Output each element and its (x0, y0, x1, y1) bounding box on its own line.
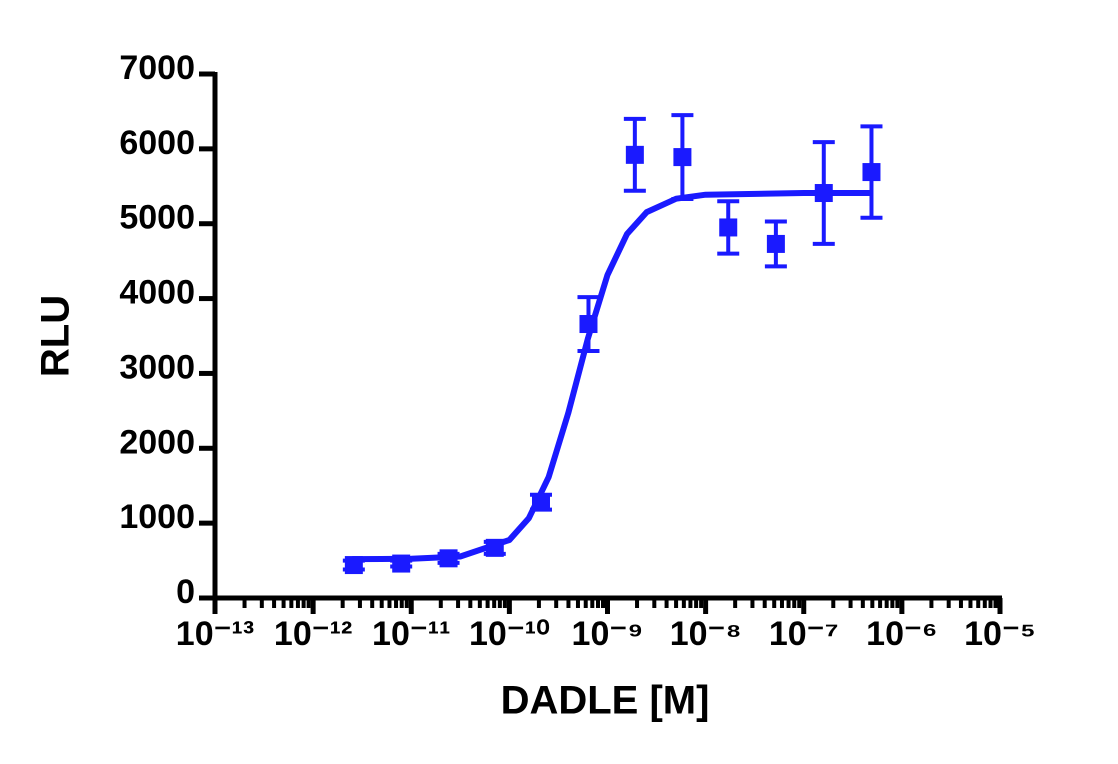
x-tick-label: 10⁻⁸ (670, 615, 742, 653)
y-tick-label: 5000 (119, 199, 195, 237)
fit-curve (352, 190, 873, 563)
y-tick-label: 0 (176, 573, 195, 611)
data-point (344, 556, 363, 575)
data-point (719, 218, 738, 237)
y-tick-label: 1000 (119, 498, 195, 536)
data-point (625, 145, 644, 164)
data-point (392, 554, 411, 573)
y-tick-label: 2000 (119, 423, 195, 461)
x-tick-label: 10⁻⁵ (964, 615, 1036, 653)
y-tick-label: 6000 (119, 124, 195, 162)
data-point (485, 538, 504, 557)
y-axis-title: RLU (34, 295, 78, 377)
data-point (579, 315, 598, 334)
y-tick-label: 4000 (119, 274, 195, 312)
x-tick-label: 10⁻⁹ (572, 615, 644, 653)
x-tick-label: 10⁻¹² (274, 615, 352, 653)
x-axis-title: DADLE [M] (501, 679, 710, 723)
x-tick-label: 10⁻¹³ (176, 615, 254, 653)
y-tick-label: 3000 (119, 348, 195, 386)
data-point (531, 493, 550, 512)
data-point (439, 549, 458, 568)
data-point (862, 163, 881, 182)
x-tick-label: 10⁻¹⁰ (469, 615, 550, 653)
data-point (673, 148, 692, 167)
data-point (766, 234, 785, 253)
x-tick-label: 10⁻⁶ (866, 615, 937, 653)
data-point (814, 184, 833, 203)
y-tick-label: 7000 (119, 49, 195, 87)
x-tick-label: 10⁻¹¹ (372, 615, 450, 653)
x-tick-label: 10⁻⁷ (769, 615, 839, 653)
